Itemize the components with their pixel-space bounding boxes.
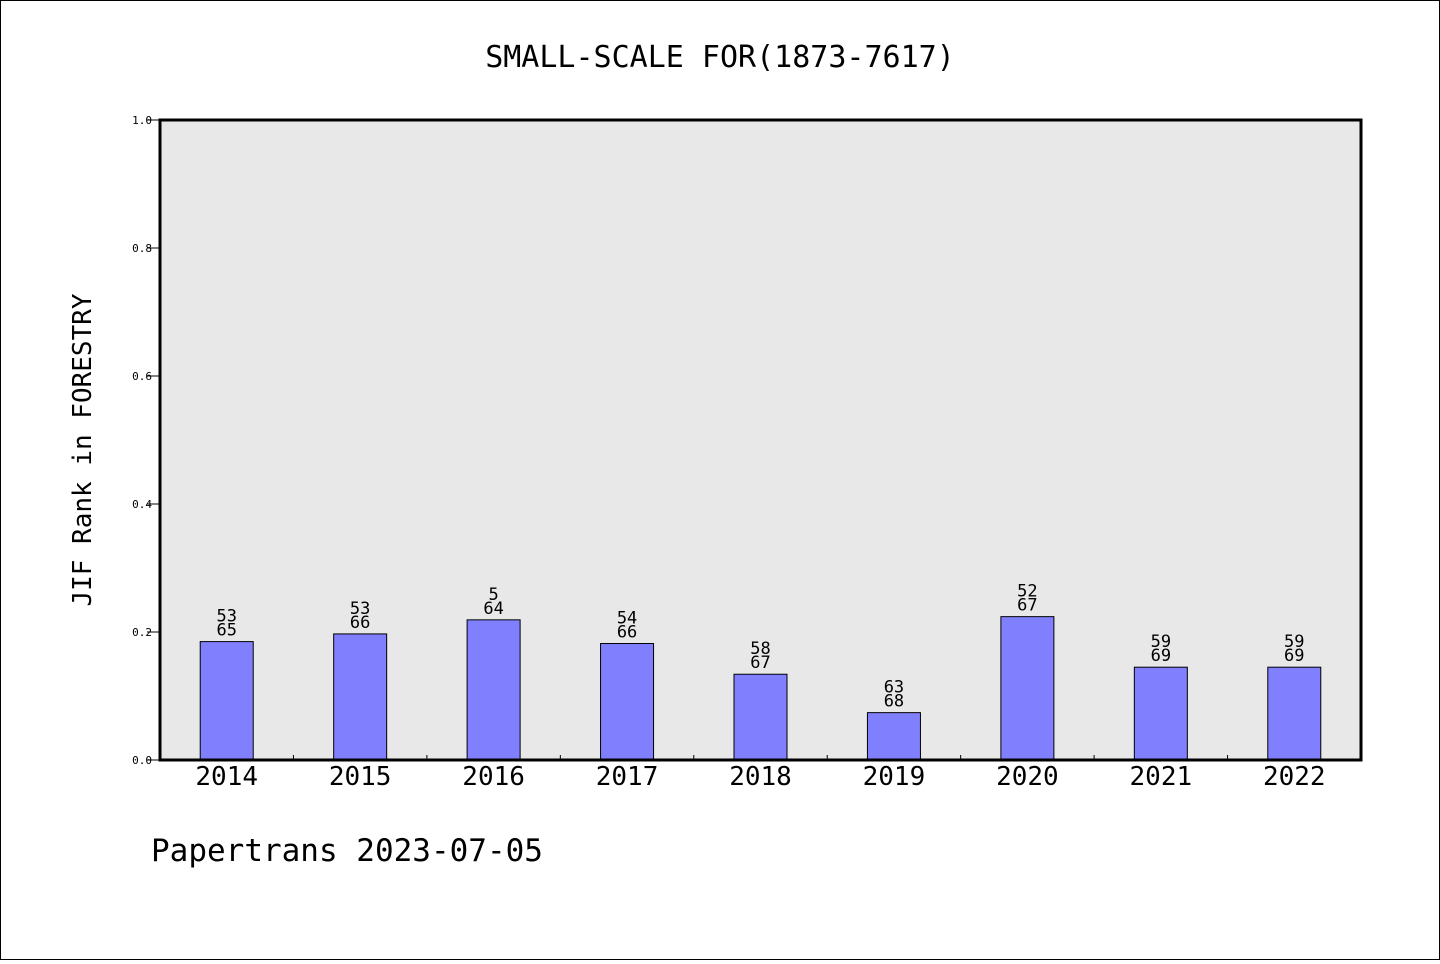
bar-label-total: 68 bbox=[884, 692, 904, 712]
bar-label-total: 66 bbox=[617, 623, 637, 643]
footer-note: Papertrans 2023-07-05 bbox=[151, 833, 543, 869]
x-category-label: 2018 bbox=[729, 762, 792, 792]
bar bbox=[1267, 666, 1322, 761]
bar-label-rank: 52 bbox=[1017, 582, 1037, 602]
bar-label-rank: 63 bbox=[884, 678, 904, 698]
bar-label-rank: 59 bbox=[1151, 632, 1171, 652]
y-tick-label: 0.6 bbox=[132, 370, 152, 383]
bar bbox=[1000, 616, 1055, 761]
y-axis-ticks: 0.0 0.2 0.4 0.6 0.8 1.0 bbox=[132, 114, 160, 767]
x-axis-categories: 2014 2015 2016 2017 2018 2019 2020 2021 2022 bbox=[195, 755, 1326, 792]
x-category-label: 2022 bbox=[1263, 762, 1326, 792]
bar-label-rank: 53 bbox=[350, 599, 370, 619]
x-category-label: 2016 bbox=[462, 762, 525, 792]
y-axis-label: JIF Rank in FORESTRY bbox=[68, 293, 98, 606]
bar-label-total: 67 bbox=[750, 653, 770, 673]
chart-title: SMALL-SCALE FOR(1873-7617) bbox=[485, 40, 955, 75]
x-category-label: 2015 bbox=[329, 762, 392, 792]
bar-label-total: 69 bbox=[1284, 646, 1304, 666]
bar-label-rank: 59 bbox=[1284, 632, 1304, 652]
bar bbox=[199, 641, 254, 761]
y-tick-label: 0.4 bbox=[132, 498, 152, 511]
bar bbox=[600, 643, 655, 761]
bar-label-total: 64 bbox=[483, 599, 503, 619]
bar-label-rank: 53 bbox=[216, 607, 236, 627]
y-tick-label: 0.8 bbox=[132, 242, 152, 255]
x-category-label: 2021 bbox=[1130, 762, 1193, 792]
x-category-label: 2019 bbox=[863, 762, 926, 792]
y-tick-label: 0.2 bbox=[132, 626, 152, 639]
bar-label-rank: 54 bbox=[617, 609, 637, 629]
bar-label-rank: 58 bbox=[750, 639, 770, 659]
x-category-label: 2014 bbox=[195, 762, 258, 792]
x-category-label: 2017 bbox=[596, 762, 659, 792]
bar-label-total: 65 bbox=[216, 621, 236, 641]
bar-label-rank: 5 bbox=[488, 585, 498, 605]
bar-label-total: 66 bbox=[350, 613, 370, 633]
bar bbox=[466, 619, 521, 761]
y-tick-label: 0.0 bbox=[132, 754, 152, 767]
plot-frame bbox=[158, 118, 1363, 762]
bar-label-total: 67 bbox=[1017, 596, 1037, 616]
bar bbox=[866, 712, 921, 761]
bar bbox=[333, 633, 388, 761]
bar bbox=[1133, 666, 1188, 761]
bar-label-total: 69 bbox=[1151, 646, 1171, 666]
x-category-label: 2020 bbox=[996, 762, 1059, 792]
bar bbox=[733, 673, 788, 761]
y-tick-label: 1.0 bbox=[132, 114, 152, 127]
